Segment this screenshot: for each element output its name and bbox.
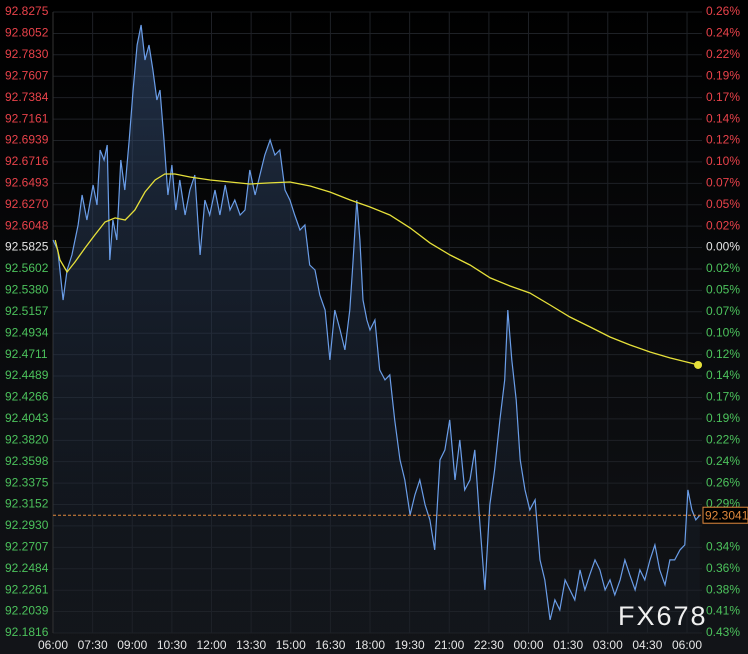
y2-tick-label: 0.26% [706,475,740,489]
y-tick-label: 92.6493 [5,176,49,190]
y2-tick-label: 0.07% [706,304,740,318]
average-line [54,173,699,366]
y2-tick-label: 0.41% [706,604,740,618]
y-tick-label: 92.6939 [5,133,49,147]
x-tick-label: 19:30 [395,638,425,652]
y-tick-label: 92.3375 [5,475,49,489]
x-tick-label: 18:00 [355,638,385,652]
price-area [53,25,700,633]
y2-tick-label: 0.17% [706,90,740,104]
y2-tick-label: 0.00% [706,240,740,254]
y2-tick-label: 0.26% [706,4,740,18]
y-tick-label: 92.7161 [5,111,49,125]
last-price-label: 92.3041 [705,508,748,522]
x-tick-label: 06:00 [672,638,702,652]
y2-tick-label: 0.02% [706,261,740,275]
y-tick-label: 92.6048 [5,218,49,232]
y2-tick-label: 0.14% [706,368,740,382]
y-tick-label: 92.4489 [5,368,49,382]
y2-tick-label: 0.14% [706,111,740,125]
y2-tick-label: 0.22% [706,47,740,61]
x-tick-label: 01:30 [553,638,583,652]
y-tick-label: 92.5825 [5,240,49,254]
y2-tick-label: 0.19% [706,411,740,425]
y-tick-label: 92.2484 [5,561,49,575]
y2-tick-label: 0.07% [706,175,740,189]
x-tick-label: 12:00 [196,638,226,652]
axes: 92.8275 92.8052 92.7830 92.7607 92.7384 92.71… [5,4,748,652]
y2-tick-label: 0.12% [706,347,740,361]
y2-tick-label: 0.02% [706,218,740,232]
y2-tick-label: 0.19% [706,68,740,82]
y-tick-label: 92.5380 [5,283,49,297]
y-tick-label: 92.8275 [5,4,49,18]
average-end-dot [694,360,703,369]
x-tick-label: 03:00 [593,638,623,652]
y-tick-label: 92.7830 [5,47,49,61]
y-tick-label: 92.5602 [5,261,49,275]
x-tick-label: 15:00 [276,638,306,652]
y-tick-label: 92.4711 [5,347,48,361]
x-tick-label: 07:30 [78,638,108,652]
x-tick-label: 13:30 [236,638,266,652]
y2-tick-label: 0.05% [706,283,740,297]
x-tick-label: 09:00 [117,638,147,652]
y-tick-label: 92.3598 [5,454,49,468]
y2-tick-label: 0.17% [706,390,740,404]
y-tick-label: 92.4043 [5,411,49,425]
x-tick-label: 06:00 [38,638,68,652]
x-tick-label: 21:00 [434,638,464,652]
y2-tick-label: 0.05% [706,197,740,211]
y-tick-label: 92.8052 [5,26,49,40]
y-tick-label: 92.4934 [5,325,49,339]
y-tick-label: 92.4266 [5,390,49,404]
y-tick-label: 92.2039 [5,604,49,618]
y-tick-label: 92.2930 [5,518,49,532]
y-tick-label: 92.3152 [5,497,49,511]
plot [52,24,703,633]
y2-tick-label: 0.22% [706,433,740,447]
y-tick-label: 92.5157 [5,304,49,318]
y2-tick-label: 0.24% [706,26,740,40]
y2-tick-label: 0.10% [706,154,740,168]
y2-tick-label: 0.24% [706,454,740,468]
y2-tick-label: 0.34% [706,540,740,554]
last-price-box [702,506,748,524]
watermark: FX678 [618,601,708,631]
y2-tick-label: 0.43% [706,625,740,639]
price-line [52,24,701,621]
y2-tick-label: 0.38% [706,582,740,596]
x-tick-label: 04:30 [632,638,662,652]
y-tick-label: 92.6270 [5,197,49,211]
y2-tick-label: 0.10% [706,325,740,339]
y-tick-label: 92.7384 [5,90,49,104]
y2-tick-label: 0.36% [706,561,740,575]
y-tick-label: 92.1816 [5,625,49,639]
y-tick-label: 92.6716 [5,154,49,168]
y-tick-label: 92.7607 [5,68,49,82]
x-tick-label: 16:30 [315,638,345,652]
x-tick-label: 22:30 [474,638,504,652]
y-tick-label: 92.2707 [5,540,49,554]
x-tick-label: 10:30 [157,638,187,652]
y-tick-label: 92.3820 [5,432,49,446]
y-tick-label: 92.2261 [5,582,49,596]
x-tick-label: 00:00 [514,638,544,652]
y2-tick-label: 0.12% [706,133,740,147]
